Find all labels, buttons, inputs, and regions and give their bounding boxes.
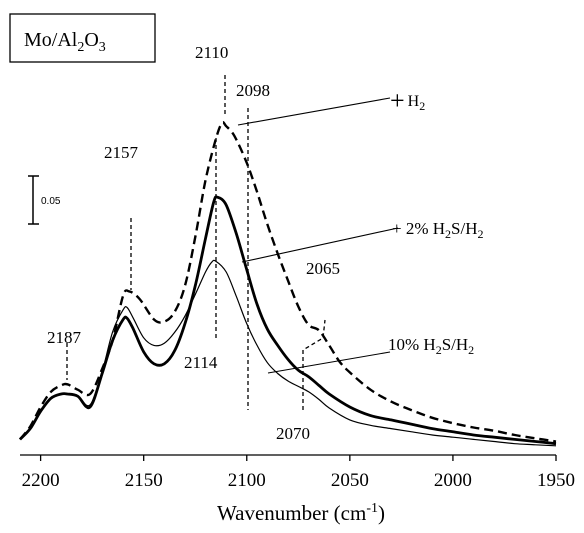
peak-label-2187: 2187: [47, 328, 82, 347]
title-box: [9, 13, 156, 63]
x-tick-label-2150: 2150: [125, 470, 163, 491]
leader-lines: [237, 97, 399, 374]
series-line-h2: [19, 121, 557, 443]
series-label-h2s10: 10% H2S/H2: [388, 335, 474, 357]
leader-h2s2: [241, 227, 399, 263]
marker-2065-2070: [302, 319, 326, 410]
leader-h2: [237, 97, 391, 126]
peak-markers: [66, 75, 326, 410]
x-tick-label-2050: 2050: [331, 470, 369, 491]
series-label-h2s2: + 2% H2S/H2: [392, 219, 484, 241]
series-layer: [18, 121, 557, 447]
series-line-h2s10: [19, 259, 557, 447]
peak-label-2110: 2110: [195, 43, 228, 62]
x-tick-label-2100: 2100: [228, 470, 266, 491]
peak-labels: 2187 2157 2110 2098 2114 2065 2070: [47, 43, 340, 443]
series-label-h2: + H2: [390, 86, 425, 115]
series-line-h2s2: [18, 195, 557, 446]
x-axis-label: Wavenumber (cm-1): [217, 501, 385, 525]
peak-label-2157: 2157: [104, 143, 139, 162]
peak-label-2098: 2098: [236, 81, 270, 100]
leader-h2s10: [267, 351, 391, 374]
scale-bar: 0.05: [28, 175, 61, 225]
peak-label-2114: 2114: [184, 353, 218, 372]
x-tick-label-2200: 2200: [22, 470, 60, 491]
chart-title: Mo/Al2O3: [24, 29, 106, 55]
peak-label-2070: 2070: [276, 424, 310, 443]
x-tick-label-1950: 1950: [537, 470, 575, 491]
x-axis: 2200 2150 2100 2050 2000 1950: [20, 454, 575, 491]
scale-bar-label: 0.05: [41, 196, 61, 207]
x-tick-label-2000: 2000: [434, 470, 472, 491]
peak-label-2065: 2065: [306, 259, 340, 278]
